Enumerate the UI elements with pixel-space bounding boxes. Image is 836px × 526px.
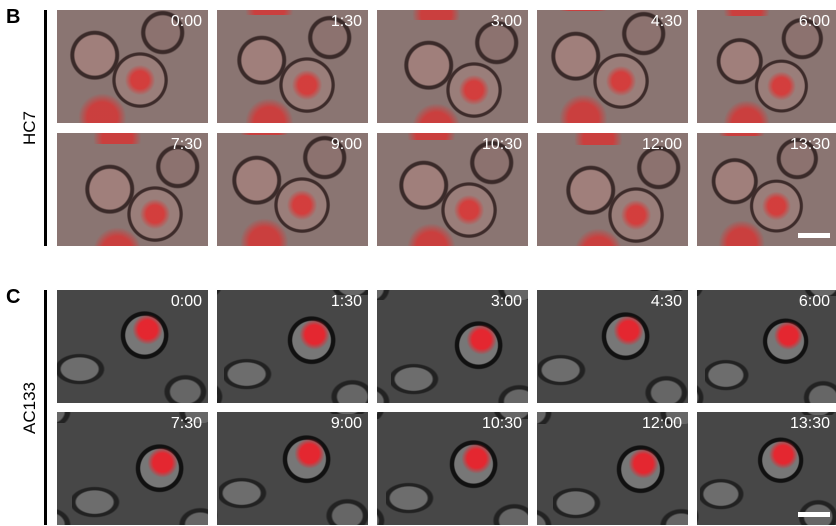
timestamp: 3:00 — [491, 13, 522, 31]
timestamp: 3:00 — [491, 293, 522, 311]
micrograph: 10:30 — [377, 133, 528, 246]
micrograph: 13:30 — [697, 133, 836, 246]
micrograph: 10:30 — [377, 412, 528, 525]
timestamp: 9:00 — [331, 136, 362, 154]
timestamp: 1:30 — [331, 293, 362, 311]
micrograph: 4:30 — [537, 10, 688, 123]
micrograph: 9:00 — [217, 133, 368, 246]
timestamp: 0:00 — [171, 293, 202, 311]
timestamp: 12:00 — [642, 136, 682, 154]
micrograph: 4:30 — [537, 290, 688, 403]
timestamp: 7:30 — [171, 415, 202, 433]
micrograph: 12:00 — [537, 133, 688, 246]
timestamp: 4:30 — [651, 293, 682, 311]
micrograph: 3:00 — [377, 290, 528, 403]
timestamp: 9:00 — [331, 415, 362, 433]
micrograph: 0:00 — [57, 290, 208, 403]
timestamp: 10:30 — [482, 136, 522, 154]
timestamp: 1:30 — [331, 13, 362, 31]
micrograph: 13:30 — [697, 412, 836, 525]
micrograph: 0:00 — [57, 10, 208, 123]
scale-bar — [798, 512, 830, 517]
micrograph: 7:30 — [57, 133, 208, 246]
row-label: HC7 — [20, 111, 40, 145]
timestamp: 0:00 — [171, 13, 202, 31]
micrograph: 3:00 — [377, 10, 528, 123]
micrograph: 6:00 — [697, 290, 836, 403]
micrograph: 1:30 — [217, 10, 368, 123]
figure: (() => { const data = JSON.parse(documen… — [0, 0, 836, 526]
panel-bar — [44, 10, 47, 246]
timestamp: 6:00 — [799, 13, 830, 31]
micrograph: 9:00 — [217, 412, 368, 525]
timestamp: 6:00 — [799, 293, 830, 311]
timestamp: 13:30 — [790, 415, 830, 433]
scale-bar — [798, 233, 830, 238]
panel-bar — [44, 290, 47, 525]
timestamp: 12:00 — [642, 415, 682, 433]
micrograph: 7:30 — [57, 412, 208, 525]
timestamp: 10:30 — [482, 415, 522, 433]
micrograph: 1:30 — [217, 290, 368, 403]
timestamp: 7:30 — [171, 136, 202, 154]
micrograph: 12:00 — [537, 412, 688, 525]
panel-letter: B — [6, 6, 20, 29]
timestamp: 4:30 — [651, 13, 682, 31]
panel-letter: C — [6, 286, 20, 309]
row-label: AC133 — [20, 382, 40, 434]
micrograph: 6:00 — [697, 10, 836, 123]
timestamp: 13:30 — [790, 136, 830, 154]
